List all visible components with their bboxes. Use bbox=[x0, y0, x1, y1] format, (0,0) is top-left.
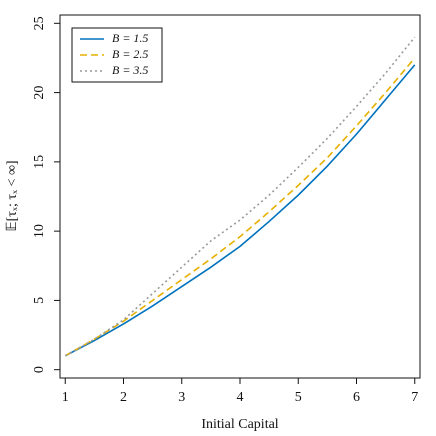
y-tick-label: 20 bbox=[32, 86, 47, 100]
series-line bbox=[64, 36, 416, 357]
x-tick-label: 6 bbox=[353, 390, 360, 405]
series-line bbox=[64, 57, 416, 357]
y-axis-label: 𝔼[τₓ; τₓ < ∞] bbox=[5, 160, 20, 231]
legend-label: B = 2.5 bbox=[112, 47, 148, 61]
x-tick-label: 5 bbox=[295, 390, 302, 405]
x-tick-label: 4 bbox=[237, 390, 244, 405]
x-tick-label: 3 bbox=[178, 390, 185, 405]
x-axis-label: Initial Capital bbox=[201, 417, 278, 432]
x-tick-label: 1 bbox=[62, 390, 69, 405]
y-tick-label: 10 bbox=[32, 224, 47, 238]
legend-label: B = 1.5 bbox=[112, 31, 148, 45]
y-tick-label: 0 bbox=[32, 366, 47, 373]
y-tick-label: 5 bbox=[32, 297, 47, 304]
y-tick-label: 15 bbox=[32, 155, 47, 169]
series-line bbox=[64, 64, 416, 357]
legend-label: B = 3.5 bbox=[112, 63, 148, 77]
y-tick-label: 25 bbox=[32, 16, 47, 30]
x-tick-label: 7 bbox=[411, 390, 418, 405]
x-tick-label: 2 bbox=[120, 390, 127, 405]
